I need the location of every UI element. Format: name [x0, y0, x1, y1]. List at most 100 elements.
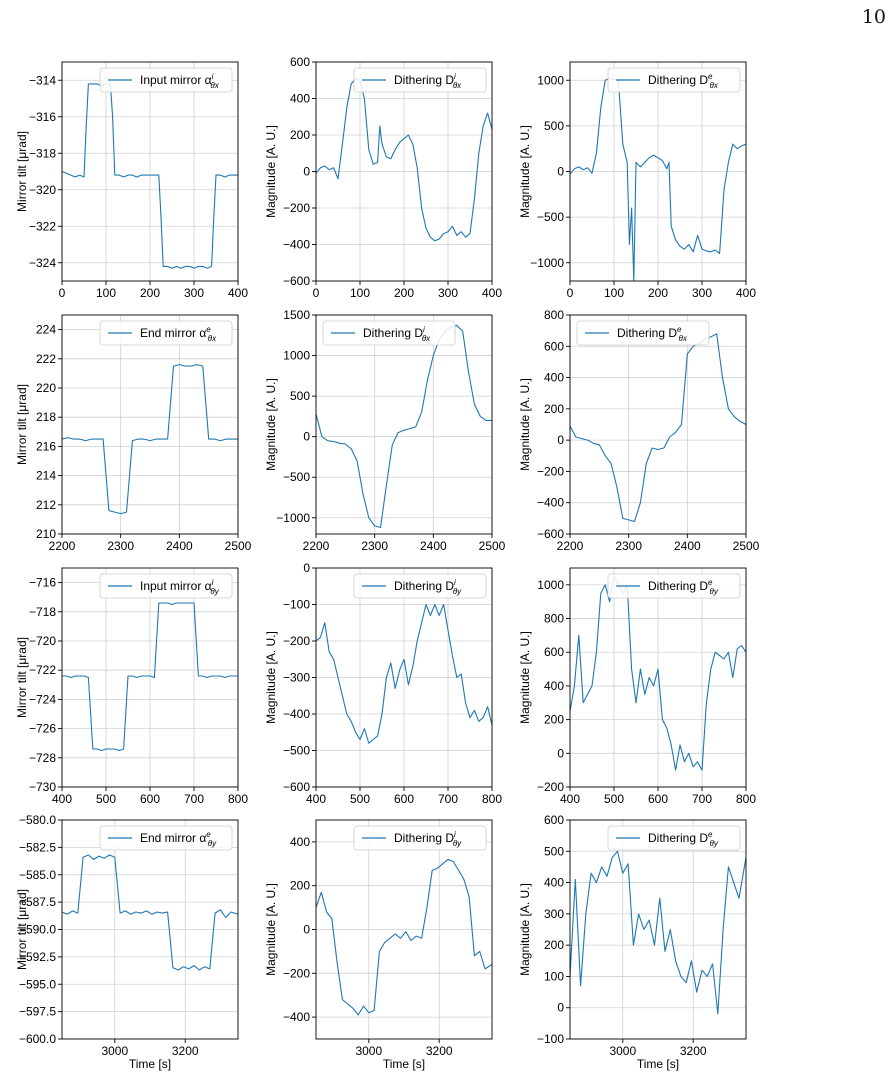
- y-axis-label: Mirror tilt [μrad]: [15, 889, 29, 970]
- y-tick-label: 0: [557, 433, 564, 447]
- legend-label: Input mirror αi θy: [140, 578, 220, 596]
- y-tick-label: −1000: [276, 511, 310, 525]
- x-axis-label: Time [s]: [637, 1057, 679, 1071]
- legend-label: Dithering De θx: [617, 325, 688, 343]
- y-tick-label: −718: [29, 605, 56, 619]
- y-tick-label: 600: [544, 645, 564, 659]
- x-tick-label: 400: [52, 792, 72, 806]
- y-tick-label: −314: [29, 73, 56, 87]
- y-tick-label: 200: [290, 128, 310, 142]
- x-tick-label: 2200: [49, 539, 76, 553]
- y-tick-label: 200: [290, 879, 310, 893]
- series-line: [62, 602, 238, 752]
- y-tick-label: −1000: [530, 256, 564, 270]
- y-tick-label: −318: [29, 146, 56, 160]
- y-axis-label: Magnitude [A. U.]: [518, 883, 532, 976]
- y-tick-label: −720: [29, 634, 56, 648]
- y-tick-label: 400: [290, 92, 310, 106]
- y-tick-label: 400: [544, 679, 564, 693]
- x-tick-label: 3000: [355, 1044, 382, 1058]
- x-tick-label: 100: [350, 286, 370, 300]
- x-tick-label: 300: [184, 286, 204, 300]
- x-tick-label: 200: [394, 286, 414, 300]
- x-tick-label: 200: [648, 286, 668, 300]
- x-tick-label: 0: [313, 286, 320, 300]
- y-tick-label: 400: [544, 371, 564, 385]
- chart-panel-0: 0 100 200 300 400 −324 −322 −320 −318 −316 −314 Mir…: [15, 61, 248, 300]
- x-tick-label: 600: [648, 792, 668, 806]
- y-tick-label: 500: [544, 119, 564, 133]
- series-line: [316, 858, 492, 1016]
- legend-box: [353, 67, 487, 93]
- x-tick-label: 2300: [361, 539, 388, 553]
- y-tick-label: 400: [544, 876, 564, 890]
- y-tick-label: −587.5: [19, 895, 56, 909]
- x-tick-label: 400: [306, 792, 326, 806]
- y-tick-label: −324: [29, 256, 56, 270]
- y-tick-label: −200: [283, 201, 310, 215]
- x-tick-label: 3200: [172, 1044, 199, 1058]
- y-tick-label: −320: [29, 183, 56, 197]
- x-tick-label: 2200: [303, 539, 330, 553]
- y-tick-label: −728: [29, 751, 56, 765]
- x-tick-label: 800: [482, 792, 502, 806]
- x-tick-label: 0: [59, 286, 66, 300]
- series-line: [316, 603, 492, 744]
- y-tick-label: −597.5: [19, 1005, 56, 1019]
- x-axis-label: Time [s]: [129, 1057, 171, 1071]
- chart-panel-7: 400 500 600 700 800 −600 −500 −400 −300 −200 −100 0…: [264, 561, 502, 806]
- x-tick-label: 3200: [426, 1044, 453, 1058]
- x-tick-label: 400: [560, 792, 580, 806]
- chart-panel-10: 3000 3200 −400 −200 0 200 400 Magnitude [A. U.]…: [264, 819, 493, 1071]
- y-tick-label: −400: [537, 496, 564, 510]
- y-tick-label: 100: [544, 969, 564, 983]
- y-tick-label: 800: [544, 308, 564, 322]
- y-tick-label: 400: [290, 835, 310, 849]
- series-line: [316, 77, 492, 242]
- x-tick-label: 500: [96, 792, 116, 806]
- y-tick-label: 500: [290, 389, 310, 403]
- y-tick-label: −100: [283, 598, 310, 612]
- y-tick-label: 218: [36, 410, 56, 424]
- y-tick-label: −592.5: [19, 950, 56, 964]
- chart-panel-5: 2200 2300 2400 2500 −600 −400 −200 0 200 400 600 80…: [518, 308, 760, 553]
- y-tick-label: −400: [283, 238, 310, 252]
- y-tick-label: 1500: [283, 308, 310, 322]
- y-tick-label: −724: [29, 692, 56, 706]
- y-tick-label: 222: [36, 352, 56, 366]
- series-line: [570, 575, 746, 771]
- y-tick-label: −600.0: [19, 1032, 56, 1046]
- x-tick-label: 300: [692, 286, 712, 300]
- x-tick-label: 2500: [225, 539, 252, 553]
- y-axis-label: Magnitude [A. U.]: [264, 883, 278, 976]
- y-tick-label: −722: [29, 663, 56, 677]
- y-tick-label: 0: [303, 561, 310, 575]
- x-tick-label: 2400: [166, 539, 193, 553]
- axes-frame: [61, 314, 239, 535]
- y-tick-label: 0: [303, 430, 310, 444]
- legend-label: End mirror αe θx: [140, 325, 217, 343]
- x-tick-label: 800: [228, 792, 248, 806]
- y-tick-label: −500: [283, 744, 310, 758]
- y-tick-label: 0: [557, 1001, 564, 1015]
- y-tick-label: 600: [544, 813, 564, 827]
- series-line: [316, 324, 492, 529]
- legend-box: [99, 825, 233, 851]
- axes-frame: [315, 314, 493, 535]
- x-tick-label: 600: [140, 792, 160, 806]
- x-tick-label: 400: [228, 286, 248, 300]
- legend-label: Dithering De θy: [648, 578, 719, 596]
- y-tick-label: 200: [544, 713, 564, 727]
- y-tick-label: 214: [36, 469, 56, 483]
- x-tick-label: 300: [438, 286, 458, 300]
- series-line: [570, 850, 746, 1015]
- y-tick-label: −600: [283, 780, 310, 794]
- legend-label: Dithering Di θx: [363, 325, 431, 343]
- y-tick-label: −300: [283, 671, 310, 685]
- legend-label: Dithering Di θx: [394, 72, 462, 90]
- y-axis-label: Magnitude [A. U.]: [518, 125, 532, 218]
- legend-box: [99, 573, 233, 599]
- x-tick-label: 2400: [420, 539, 447, 553]
- y-tick-label: −585.0: [19, 868, 56, 882]
